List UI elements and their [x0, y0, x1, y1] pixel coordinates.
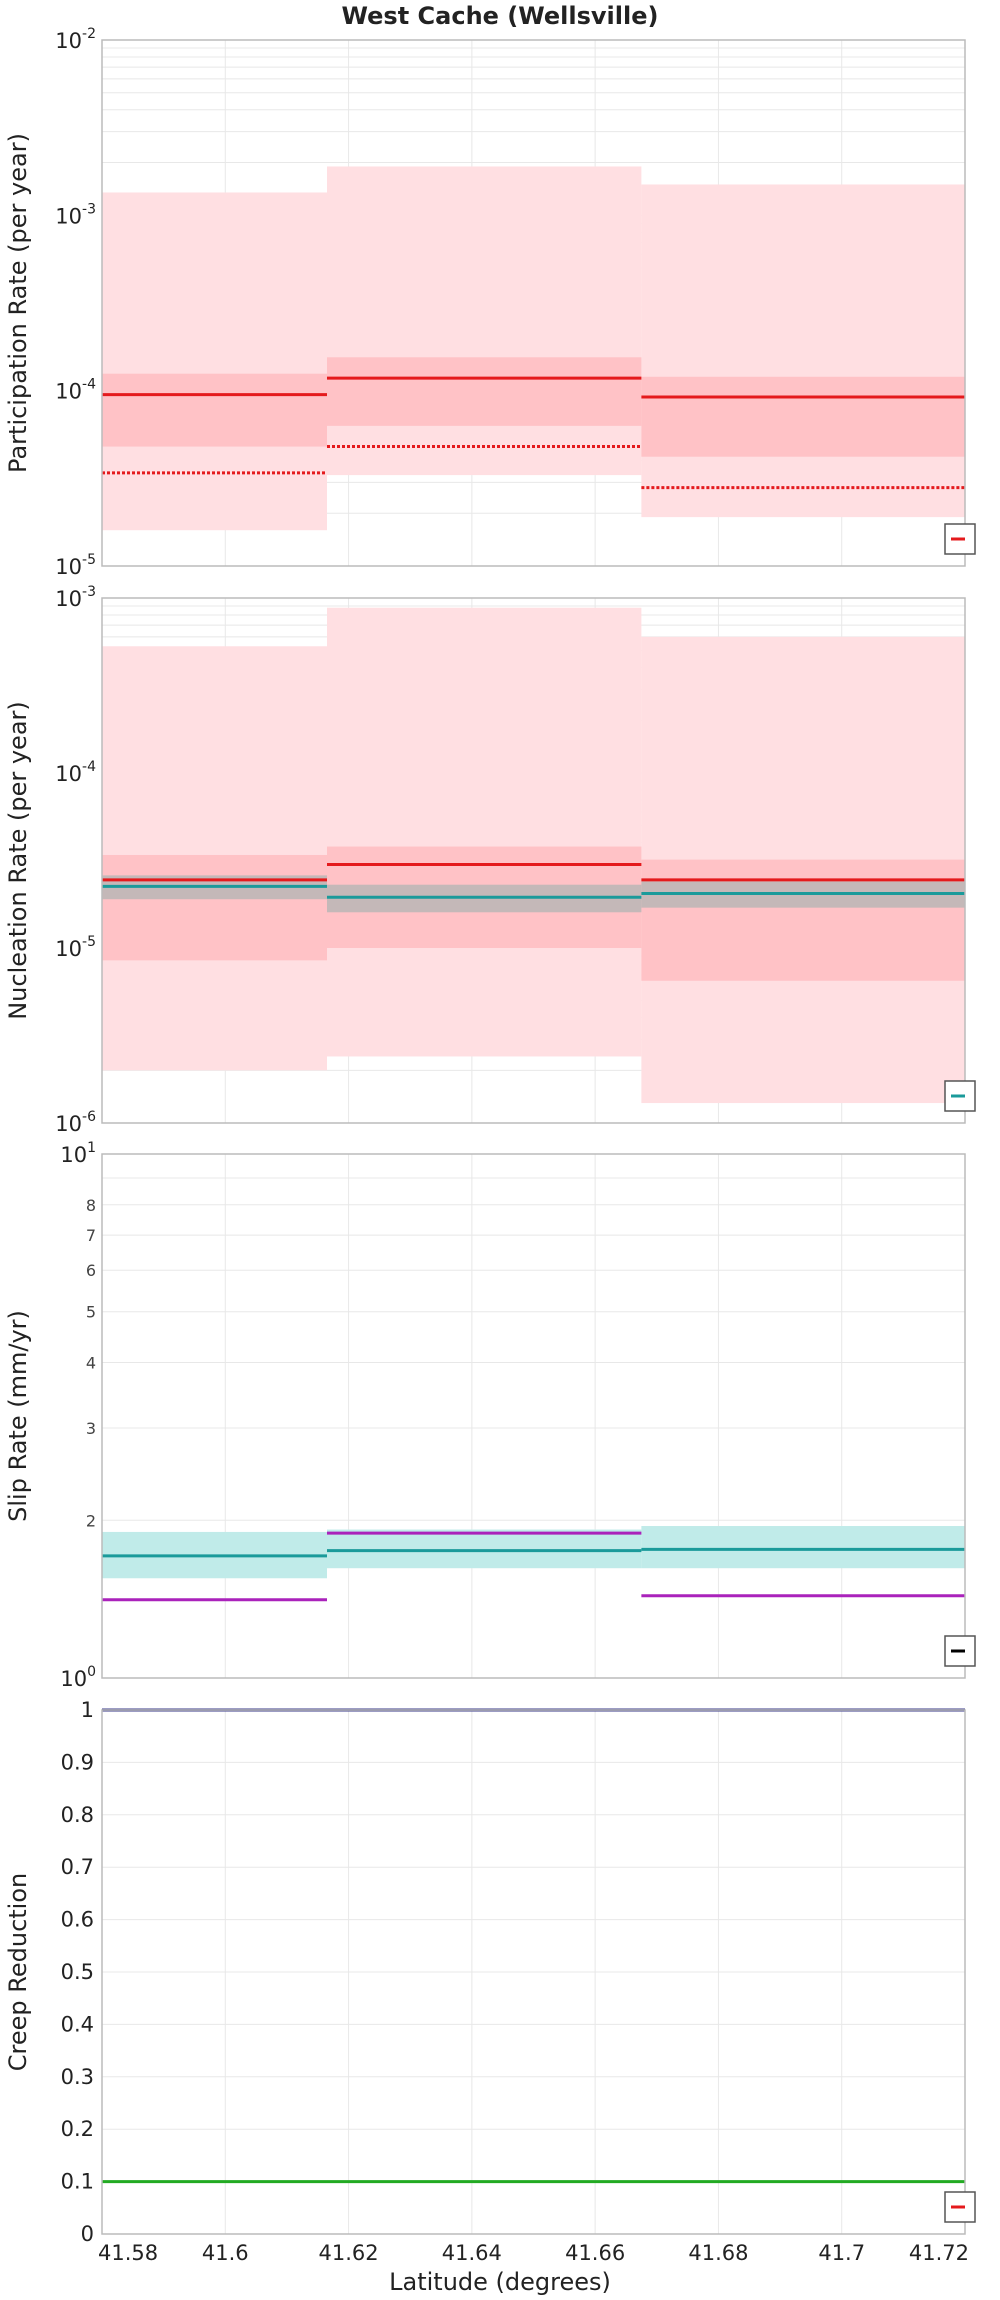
panel-slip: 100 101 2 3 4 5 6 7 8 Slip Rate (mm/yr)	[4, 1140, 976, 1691]
x-tick-label: 41.68	[688, 2241, 748, 2265]
y-tick-label: 0.6	[61, 1908, 94, 1932]
y-minor-tick-label: 5	[86, 1303, 96, 1322]
legend	[944, 1080, 976, 1112]
x-tick-label: 41.7	[818, 2241, 865, 2265]
plot-frame	[101, 1709, 966, 2235]
y-tick-label: 100	[60, 1664, 96, 1691]
uncertainty-band-0-segment-0	[102, 192, 327, 531]
y-tick-label: 0.1	[61, 2170, 94, 2194]
uncertainty-band-1-segment-2	[641, 859, 965, 981]
uncertainty-band-1-segment-1	[326, 357, 642, 426]
y-tick-label: 0.8	[61, 1803, 94, 1827]
uncertainty-band-1-segment-0	[102, 854, 327, 961]
y-tick-label: 101	[60, 1140, 96, 1167]
x-ticks: 41.58 41.6 41.62 41.64 41.66 41.68 41.7 41.72	[98, 2241, 969, 2265]
y-tick-label: 10-5	[55, 552, 96, 579]
x-tick-label: 41.58	[98, 2241, 158, 2265]
chart-title: West Cache (Wellsville)	[342, 2, 659, 30]
y-minor-tick-label: 3	[86, 1419, 96, 1438]
legend	[944, 523, 976, 555]
y-tick-label: 10-4	[55, 759, 96, 786]
y-tick-label: 0.2	[61, 2117, 94, 2141]
y-axis-label: Slip Rate (mm/yr)	[4, 1310, 32, 1522]
y-tick-label: 10-3	[55, 201, 96, 228]
y-minor-tick-label: 8	[86, 1196, 96, 1215]
y-minor-tick-label: 4	[86, 1354, 96, 1373]
y-tick-label: 10-6	[55, 1109, 96, 1136]
y-tick-label: 0.3	[61, 2065, 94, 2089]
panel-creep: 0 0.1 0.2 0.3 0.4 0.5 0.6 0.7 0.8 0.9 1 Creep Reduc…	[4, 1698, 976, 2246]
y-minor-tick-label: 6	[86, 1261, 96, 1280]
uncertainty-band-1-segment-0	[102, 373, 327, 447]
uncertainty-band-0-segment-2	[641, 1526, 965, 1569]
y-tick-label: 0.7	[61, 1855, 94, 1879]
plot-frame	[101, 1153, 966, 1679]
plot-frame	[101, 597, 966, 1124]
y-tick-label: 0.4	[61, 2012, 94, 2036]
y-tick-label: 1	[81, 1698, 94, 1722]
x-tick-label: 41.66	[565, 2241, 625, 2265]
x-tick-label: 41.72	[909, 2241, 969, 2265]
legend	[944, 1635, 976, 1667]
legend	[944, 2191, 976, 2223]
y-minor-tick-label: 2	[86, 1511, 96, 1530]
uncertainty-band-0-segment-1	[326, 1529, 642, 1569]
y-axis-label: Creep Reduction	[4, 1873, 32, 2071]
uncertainty-band-0-segment-1	[326, 607, 642, 1057]
x-tick-label: 41.64	[442, 2241, 502, 2265]
uncertainty-band-1-segment-2	[641, 376, 965, 457]
x-tick-label: 41.62	[319, 2241, 379, 2265]
uncertainty-band-0-segment-2	[641, 184, 965, 518]
y-tick-label: 10-5	[55, 934, 96, 961]
y-tick-label: 0.9	[61, 1750, 94, 1774]
grid	[101, 1709, 966, 2235]
y-tick-label: 0	[81, 2222, 94, 2246]
x-tick-label: 41.6	[202, 2241, 249, 2265]
y-tick-label: 10-4	[55, 377, 96, 404]
x-axis-label: Latitude (degrees)	[389, 2268, 611, 2296]
y-axis-label: Nucleation Rate (per year)	[4, 701, 32, 1020]
uncertainty-band-0-segment-1	[326, 166, 642, 476]
panel-participation: 10-5 10-4 10-3 10-2 Participation Rate (per …	[4, 26, 976, 579]
y-minor-tick-label: 7	[86, 1226, 96, 1245]
y-tick-label: 10-2	[55, 26, 96, 53]
panel-nucleation: 10-6 10-5 10-4 10-3 Nucleation Rate (per yea…	[4, 584, 976, 1136]
y-axis-label: Participation Rate (per year)	[4, 133, 32, 473]
y-tick-label: 10-3	[55, 584, 96, 611]
plot-frame	[101, 39, 966, 567]
y-tick-label: 0.5	[61, 1960, 94, 1984]
